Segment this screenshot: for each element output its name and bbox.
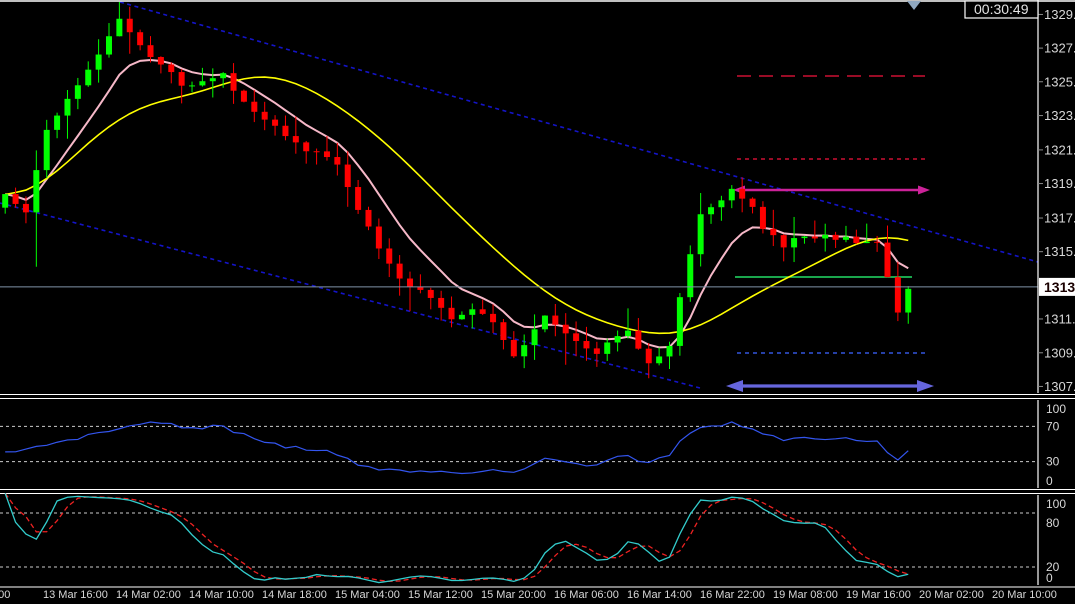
svg-text:19 Mar 16:00: 19 Mar 16:00: [846, 589, 911, 601]
svg-text:1329.50: 1329.50: [1044, 7, 1075, 22]
svg-text:15 Mar 12:00: 15 Mar 12:00: [408, 589, 473, 601]
svg-text:1327.50: 1327.50: [1044, 41, 1075, 56]
svg-text:0: 0: [1046, 474, 1053, 488]
svg-text:70: 70: [1046, 419, 1060, 433]
svg-text:16 Mar 22:00: 16 Mar 22:00: [700, 589, 765, 601]
svg-text:1311.40: 1311.40: [1044, 311, 1075, 326]
svg-text:30: 30: [1046, 455, 1060, 469]
svg-text:1323.49: 1323.49: [1044, 108, 1075, 123]
svg-text:0: 0: [1046, 571, 1053, 585]
svg-text:1319.45: 1319.45: [1044, 176, 1075, 191]
svg-text:13 Mar 16:00: 13 Mar 16:00: [43, 589, 108, 601]
svg-text:15 Mar 20:00: 15 Mar 20:00: [481, 589, 546, 601]
svg-text:100: 100: [1046, 402, 1066, 416]
svg-text:1313.31: 1313.31: [1044, 279, 1075, 295]
svg-text:100: 100: [1046, 497, 1066, 511]
svg-text:1317.40: 1317.40: [1044, 211, 1075, 226]
svg-text:1315.40: 1315.40: [1044, 244, 1075, 259]
svg-text:1321.45: 1321.45: [1044, 142, 1075, 157]
svg-text:20 Mar 02:00: 20 Mar 02:00: [919, 589, 984, 601]
svg-text:1325.50: 1325.50: [1044, 74, 1075, 89]
svg-text:16 Mar 14:00: 16 Mar 14:00: [627, 589, 692, 601]
svg-text:1307.39: 1307.39: [1044, 379, 1075, 394]
svg-text:80: 80: [1046, 516, 1060, 530]
svg-text:14 Mar 02:00: 14 Mar 02:00: [116, 589, 181, 601]
svg-text:15 Mar 04:00: 15 Mar 04:00: [335, 589, 400, 601]
svg-text:14 Mar 10:00: 14 Mar 10:00: [189, 589, 254, 601]
svg-text:00:30:49: 00:30:49: [974, 1, 1029, 17]
svg-text:ar 08:00: ar 08:00: [0, 589, 10, 601]
svg-text:20 Mar 10:00: 20 Mar 10:00: [992, 589, 1057, 601]
svg-text:14 Mar 18:00: 14 Mar 18:00: [262, 589, 327, 601]
svg-text:1309.39: 1309.39: [1044, 345, 1075, 360]
svg-text:16 Mar 06:00: 16 Mar 06:00: [554, 589, 619, 601]
svg-text:19 Mar 08:00: 19 Mar 08:00: [773, 589, 838, 601]
